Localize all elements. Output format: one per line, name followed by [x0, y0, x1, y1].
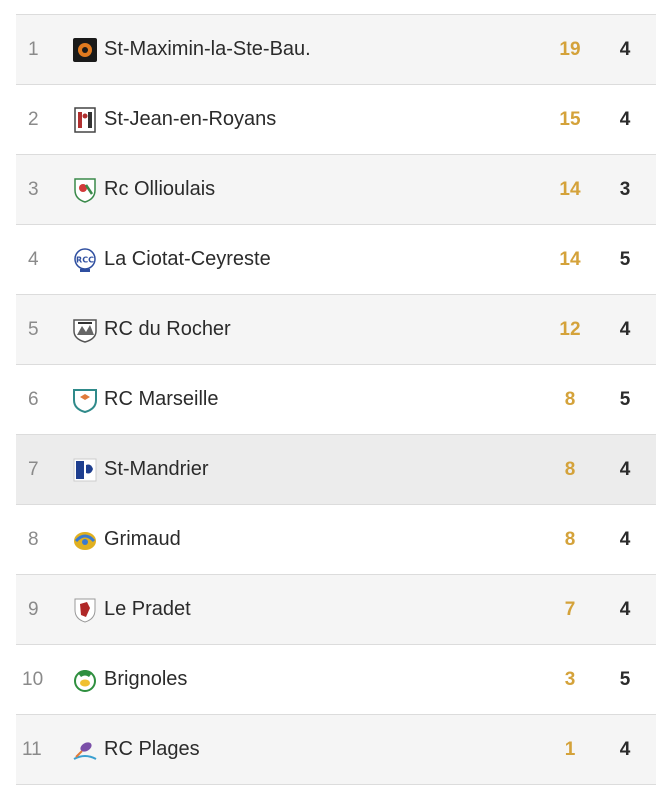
points-cell: 19 [559, 38, 581, 60]
plages-crest-icon [72, 737, 98, 763]
team-name[interactable]: St-Mandrier [104, 458, 209, 480]
played-cell: 4 [619, 458, 631, 480]
played-cell: 5 [619, 248, 631, 270]
team-name[interactable]: La Ciotat-Ceyreste [104, 248, 271, 270]
rank-cell: 8 [28, 528, 39, 550]
points-cell: 8 [564, 388, 576, 410]
points-cell: 8 [564, 458, 576, 480]
table-row[interactable]: 5 RC du Rocher 12 4 [16, 295, 656, 365]
table-row[interactable]: 10 Brignoles 3 5 [16, 645, 656, 715]
rank-cell: 9 [28, 598, 39, 620]
rank-cell: 5 [28, 318, 39, 340]
team-name[interactable]: Brignoles [104, 668, 188, 690]
rank-cell: 7 [28, 458, 39, 480]
rank-cell: 4 [28, 248, 39, 270]
played-cell: 4 [619, 318, 631, 340]
st-mandrier-crest-icon [72, 457, 98, 483]
rocher-crest-icon [72, 317, 98, 343]
ciotat-crest-icon: RCC [72, 247, 98, 273]
rank-cell: 6 [28, 388, 39, 410]
st-maximin-crest-icon [72, 37, 98, 63]
table-row[interactable]: 3 Rc Ollioulais 14 3 [16, 155, 656, 225]
table-row[interactable]: 2 St-Jean-en-Royans 15 4 [16, 85, 656, 155]
team-name[interactable]: Le Pradet [104, 598, 191, 620]
table-row[interactable]: 6 RC Marseille 8 5 [16, 365, 656, 435]
played-cell: 4 [619, 38, 631, 60]
played-cell: 4 [619, 738, 631, 760]
rank-cell: 2 [28, 108, 39, 130]
st-jean-crest-icon [72, 106, 98, 133]
team-name[interactable]: Grimaud [104, 528, 181, 550]
points-cell: 7 [564, 598, 576, 620]
table-row[interactable]: 9 Le Pradet 7 4 [16, 575, 656, 645]
points-cell: 8 [564, 528, 576, 550]
table-row[interactable]: 4 RCC La Ciotat-Ceyreste 14 5 [16, 225, 656, 295]
played-cell: 5 [619, 668, 631, 690]
team-name[interactable]: St-Jean-en-Royans [104, 108, 277, 130]
played-cell: 4 [619, 528, 631, 550]
rank-cell: 3 [28, 178, 39, 200]
rank-cell: 11 [22, 738, 42, 760]
points-cell: 14 [559, 178, 581, 200]
rank-cell: 10 [22, 668, 44, 690]
marseille-crest-icon [72, 387, 98, 413]
team-name[interactable]: Rc Ollioulais [104, 178, 216, 200]
points-cell: 15 [559, 108, 581, 130]
brignoles-crest-icon [72, 667, 98, 693]
grimaud-crest-icon [72, 527, 98, 553]
played-cell: 3 [619, 178, 631, 200]
pradet-crest-icon [72, 597, 98, 623]
table-row[interactable]: 1 St-Maximin-la-Ste-Bau. 19 4 [16, 15, 656, 85]
ollioulais-crest-icon [72, 177, 98, 203]
cut-off-footer [16, 793, 76, 800]
table-row[interactable]: 8 Grimaud 8 4 [16, 505, 656, 575]
played-cell: 4 [619, 108, 631, 130]
svg-text:RCC: RCC [76, 255, 94, 264]
team-name[interactable]: St-Maximin-la-Ste-Bau. [104, 38, 311, 60]
table-row[interactable]: 11 RC Plages 1 4 [16, 715, 656, 785]
team-name[interactable]: RC Plages [104, 738, 200, 760]
team-name[interactable]: RC Marseille [104, 388, 219, 410]
played-cell: 5 [619, 388, 631, 410]
played-cell: 4 [619, 598, 631, 620]
rank-cell: 1 [28, 38, 39, 60]
team-name[interactable]: RC du Rocher [104, 318, 231, 340]
table-row[interactable]: 7 St-Mandrier 8 4 [16, 435, 656, 505]
standings-table: 1 St-Maximin-la-Ste-Bau. 19 4 2 St-Jean-… [16, 14, 656, 785]
points-cell: 1 [564, 738, 576, 760]
points-cell: 3 [564, 668, 576, 690]
points-cell: 14 [559, 248, 581, 270]
points-cell: 12 [559, 318, 581, 340]
